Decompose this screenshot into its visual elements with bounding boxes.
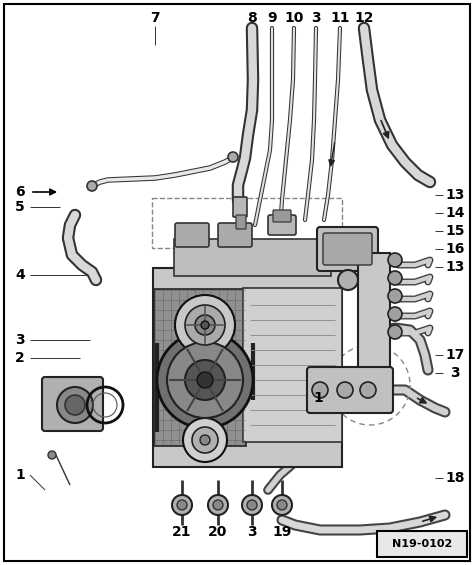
- Text: 10: 10: [284, 11, 304, 25]
- Text: 9: 9: [267, 11, 277, 25]
- Circle shape: [185, 360, 225, 400]
- Circle shape: [337, 382, 353, 398]
- Text: 8: 8: [247, 11, 257, 25]
- Circle shape: [201, 321, 209, 329]
- FancyBboxPatch shape: [273, 210, 291, 222]
- Circle shape: [175, 295, 235, 355]
- Circle shape: [277, 500, 287, 510]
- Text: 13: 13: [445, 260, 465, 274]
- Text: 17: 17: [445, 348, 465, 362]
- Text: 3: 3: [311, 11, 321, 25]
- FancyBboxPatch shape: [317, 227, 378, 271]
- Circle shape: [388, 325, 402, 339]
- FancyBboxPatch shape: [358, 253, 390, 377]
- Circle shape: [360, 382, 376, 398]
- FancyBboxPatch shape: [174, 239, 331, 276]
- Circle shape: [65, 395, 85, 415]
- Circle shape: [200, 435, 210, 445]
- Circle shape: [242, 495, 262, 515]
- Text: 1: 1: [313, 391, 323, 405]
- Circle shape: [48, 451, 56, 459]
- Text: 12: 12: [354, 11, 374, 25]
- Text: 6: 6: [15, 185, 25, 199]
- Text: 7: 7: [150, 11, 160, 25]
- Text: 18: 18: [445, 471, 465, 485]
- Text: 13: 13: [445, 188, 465, 202]
- Circle shape: [172, 495, 192, 515]
- FancyBboxPatch shape: [236, 215, 246, 229]
- FancyBboxPatch shape: [218, 223, 252, 247]
- Text: 2: 2: [15, 351, 25, 365]
- Text: N19-0102: N19-0102: [392, 539, 452, 549]
- Text: 5: 5: [15, 200, 25, 214]
- Text: 4: 4: [15, 268, 25, 282]
- Text: 3: 3: [15, 333, 25, 347]
- Circle shape: [272, 495, 292, 515]
- Text: 14: 14: [445, 206, 465, 220]
- FancyBboxPatch shape: [233, 197, 247, 217]
- Text: 3: 3: [247, 525, 257, 539]
- FancyBboxPatch shape: [243, 288, 342, 442]
- Circle shape: [183, 418, 227, 462]
- FancyBboxPatch shape: [323, 233, 372, 265]
- Text: 21: 21: [172, 525, 192, 539]
- Circle shape: [87, 181, 97, 191]
- Text: 15: 15: [445, 224, 465, 238]
- Circle shape: [185, 305, 225, 345]
- Circle shape: [195, 315, 215, 335]
- FancyBboxPatch shape: [175, 223, 209, 247]
- Text: 1: 1: [15, 468, 25, 482]
- Text: 19: 19: [272, 525, 292, 539]
- Circle shape: [312, 382, 328, 398]
- Circle shape: [388, 271, 402, 285]
- Circle shape: [177, 500, 187, 510]
- Circle shape: [388, 253, 402, 267]
- Circle shape: [57, 387, 93, 423]
- Text: 20: 20: [208, 525, 228, 539]
- Text: 16: 16: [445, 242, 465, 256]
- Circle shape: [167, 342, 243, 418]
- Text: 3: 3: [450, 366, 460, 380]
- FancyBboxPatch shape: [153, 268, 342, 467]
- Circle shape: [388, 307, 402, 321]
- Circle shape: [208, 495, 228, 515]
- Circle shape: [338, 270, 358, 290]
- Circle shape: [213, 500, 223, 510]
- Circle shape: [197, 372, 213, 388]
- Circle shape: [388, 289, 402, 303]
- FancyBboxPatch shape: [42, 377, 103, 431]
- FancyBboxPatch shape: [268, 215, 296, 235]
- FancyBboxPatch shape: [377, 531, 467, 557]
- Circle shape: [228, 152, 238, 162]
- Text: 11: 11: [330, 11, 350, 25]
- FancyBboxPatch shape: [307, 367, 393, 413]
- Circle shape: [247, 500, 257, 510]
- FancyBboxPatch shape: [154, 289, 246, 446]
- Circle shape: [157, 332, 253, 428]
- Circle shape: [192, 427, 218, 453]
